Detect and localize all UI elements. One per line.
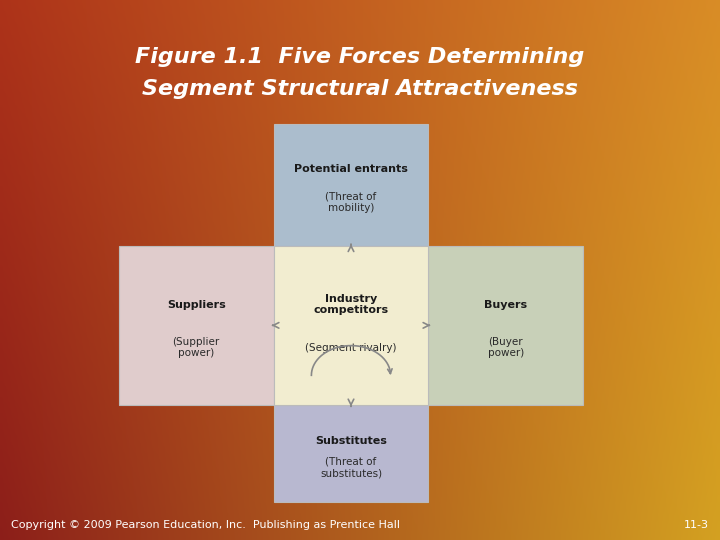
FancyBboxPatch shape: [274, 246, 428, 405]
Text: 11-3: 11-3: [684, 520, 709, 530]
FancyBboxPatch shape: [428, 246, 583, 405]
Text: (Threat of
substitutes): (Threat of substitutes): [320, 456, 382, 478]
Text: Industry
competitors: Industry competitors: [313, 294, 389, 315]
Text: Substitutes: Substitutes: [315, 436, 387, 446]
Text: Copyright © 2009 Pearson Education, Inc.  Publishing as Prentice Hall: Copyright © 2009 Pearson Education, Inc.…: [11, 520, 400, 530]
FancyBboxPatch shape: [119, 246, 274, 405]
Text: (Buyer
power): (Buyer power): [487, 337, 524, 359]
Text: (Segment rivalry): (Segment rivalry): [305, 343, 397, 353]
Text: (Threat of
mobility): (Threat of mobility): [325, 191, 377, 213]
Text: Figure 1.1  Five Forces Determining: Figure 1.1 Five Forces Determining: [135, 46, 585, 67]
Text: Buyers: Buyers: [485, 300, 527, 309]
Text: Segment Structural Attractiveness: Segment Structural Attractiveness: [142, 79, 578, 99]
Text: Suppliers: Suppliers: [167, 300, 225, 309]
Text: (Supplier
power): (Supplier power): [173, 337, 220, 359]
FancyBboxPatch shape: [274, 124, 428, 246]
FancyBboxPatch shape: [274, 405, 428, 502]
Text: Potential entrants: Potential entrants: [294, 164, 408, 174]
